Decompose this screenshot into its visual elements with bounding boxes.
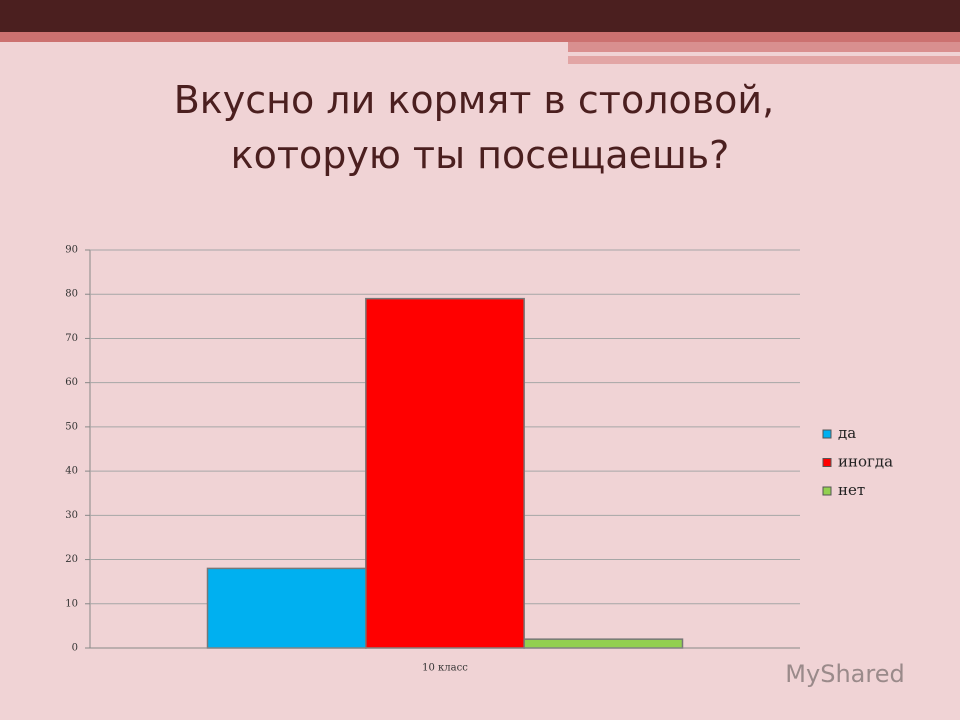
- title-line: Вкусно ли кормят в столовой,: [174, 78, 774, 122]
- y-tick-label: 80: [65, 289, 78, 300]
- bar: [523, 638, 684, 649]
- y-tick-label: 50: [65, 421, 78, 432]
- y-tick-label: 60: [65, 377, 78, 388]
- y-tick-label: 0: [72, 643, 78, 654]
- legend-swatch: [822, 486, 832, 496]
- legend-label: иногда: [838, 453, 893, 471]
- title-line: которую ты посещаешь?: [231, 133, 730, 177]
- x-tick-label: 10 класс: [422, 663, 468, 674]
- y-tick-label: 70: [65, 333, 78, 344]
- y-tick-label: 90: [65, 245, 78, 256]
- y-tick-label: 10: [65, 598, 78, 609]
- chart-title: Вкусно ли кормят в столовой, которую ты …: [174, 78, 787, 177]
- header-stripe: [568, 56, 960, 64]
- legend-swatch: [822, 429, 832, 439]
- y-tick-label: 30: [65, 510, 78, 521]
- watermark: MyShared: [785, 660, 904, 688]
- y-tick-label: 20: [65, 554, 78, 565]
- bar: [206, 567, 367, 649]
- y-tick-label: 40: [65, 466, 78, 477]
- header-stripe: [0, 32, 960, 42]
- header-band: [0, 0, 960, 32]
- header-stripe: [568, 42, 960, 52]
- legend-label: да: [838, 424, 856, 442]
- legend-swatch: [822, 458, 832, 467]
- legend-label: нет: [838, 481, 865, 499]
- bar: [365, 297, 525, 649]
